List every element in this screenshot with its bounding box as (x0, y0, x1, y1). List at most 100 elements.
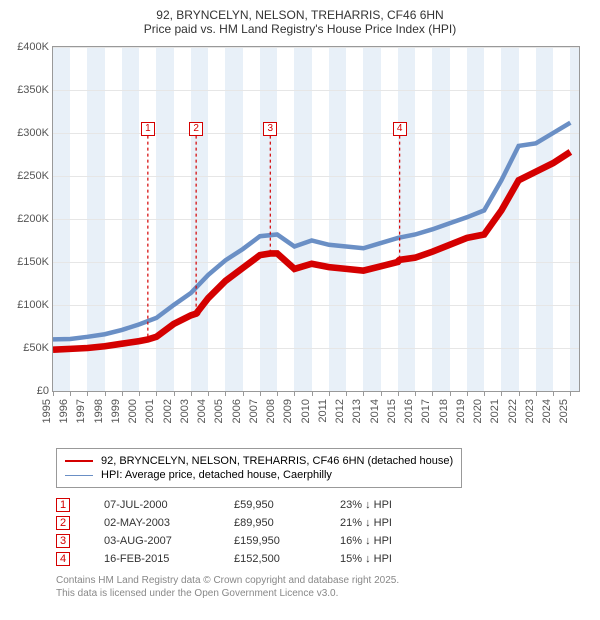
footer-note: Contains HM Land Registry data © Crown c… (56, 574, 588, 600)
sale-marker-dot (192, 311, 200, 317)
chart-area: 1 2 3 4 £0 £50K £100K £150K £200K £250K £300K £350… (12, 42, 588, 442)
y-tick-label: £300K (17, 127, 53, 139)
x-tick-mark (312, 391, 313, 396)
x-tick-mark (260, 391, 261, 396)
y-tick-label: £250K (17, 170, 53, 182)
x-tick-label: 2002 (161, 399, 173, 423)
legend-swatch-blue (65, 475, 93, 476)
sale-marker-dot (266, 251, 274, 257)
x-tick-mark (519, 391, 520, 396)
x-tick-mark (329, 391, 330, 396)
chart-container: 92, BRYNCELYN, NELSON, TREHARRIS, CF46 6… (0, 0, 600, 620)
x-tick-mark (191, 391, 192, 396)
plot-frame: 1234 £0£50K£100K£150K£200K£250K£300K£350… (52, 46, 580, 392)
sale-diff: 15% ↓ HPI (340, 553, 440, 565)
legend-row: 92, BRYNCELYN, NELSON, TREHARRIS, CF46 6… (65, 455, 453, 467)
x-tick-label: 2024 (541, 399, 553, 423)
title-subtitle: Price paid vs. HM Land Registry's House … (12, 22, 588, 36)
x-tick-mark (122, 391, 123, 396)
sale-diff: 16% ↓ HPI (340, 535, 440, 547)
x-tick-mark (294, 391, 295, 396)
sale-marker-box: 1 (56, 498, 70, 512)
x-tick-mark (174, 391, 175, 396)
x-tick-mark (53, 391, 54, 396)
x-tick-label: 2017 (420, 399, 432, 423)
x-tick-label: 2015 (386, 399, 398, 423)
title-block: 92, BRYNCELYN, NELSON, TREHARRIS, CF46 6… (12, 8, 588, 36)
x-tick-label: 2019 (455, 399, 467, 423)
x-tick-mark (570, 391, 571, 396)
x-tick-label: 1995 (41, 399, 53, 423)
sale-row: 4 16-FEB-2015 £152,500 15% ↓ HPI (56, 552, 588, 566)
legend-label: HPI: Average price, detached house, Caer… (101, 469, 332, 481)
x-tick-label: 2003 (179, 399, 191, 423)
sale-marker-box: 1 (141, 122, 155, 136)
legend-row: HPI: Average price, detached house, Caer… (65, 469, 453, 481)
sale-marker-dot (395, 257, 403, 263)
x-tick-label: 1998 (92, 399, 104, 423)
sale-date: 03-AUG-2007 (104, 535, 200, 547)
x-tick-label: 2021 (489, 399, 501, 423)
sale-date: 02-MAY-2003 (104, 517, 200, 529)
sale-price: £159,950 (234, 535, 306, 547)
x-tick-mark (415, 391, 416, 396)
sale-table: 1 07-JUL-2000 £59,950 23% ↓ HPI 2 02-MAY… (56, 498, 588, 566)
x-tick-mark (432, 391, 433, 396)
x-tick-label: 2023 (524, 399, 536, 423)
y-tick-label: £200K (17, 213, 53, 225)
sale-marker-dot (144, 337, 152, 343)
x-tick-label: 2006 (230, 399, 242, 423)
x-tick-label: 2009 (282, 399, 294, 423)
plot-inner: 1 2 3 4 (53, 47, 579, 391)
x-tick-mark (139, 391, 140, 396)
sale-row: 1 07-JUL-2000 £59,950 23% ↓ HPI (56, 498, 588, 512)
sale-date: 07-JUL-2000 (104, 499, 200, 511)
x-tick-label: 2025 (558, 399, 570, 423)
x-tick-label: 1997 (75, 399, 87, 423)
x-tick-mark (208, 391, 209, 396)
x-tick-mark (398, 391, 399, 396)
x-tick-label: 2005 (213, 399, 225, 423)
x-tick-label: 2000 (127, 399, 139, 423)
x-tick-mark (553, 391, 554, 396)
x-tick-mark (225, 391, 226, 396)
x-tick-mark (346, 391, 347, 396)
x-tick-label: 2011 (317, 399, 329, 423)
legend: 92, BRYNCELYN, NELSON, TREHARRIS, CF46 6… (56, 448, 462, 488)
x-tick-label: 2010 (299, 399, 311, 423)
y-tick-label: £0 (37, 385, 53, 397)
y-tick-label: £150K (17, 256, 53, 268)
x-tick-mark (363, 391, 364, 396)
x-tick-label: 2018 (437, 399, 449, 423)
sale-marker-box: 3 (263, 122, 277, 136)
sale-price: £89,950 (234, 517, 306, 529)
x-tick-label: 2001 (144, 399, 156, 423)
x-tick-mark (277, 391, 278, 396)
x-tick-label: 2007 (248, 399, 260, 423)
y-tick-label: £100K (17, 299, 53, 311)
x-tick-mark (484, 391, 485, 396)
x-tick-label: 1999 (110, 399, 122, 423)
x-tick-label: 2014 (368, 399, 380, 423)
x-tick-mark (381, 391, 382, 396)
y-tick-label: £50K (23, 342, 53, 354)
x-tick-label: 2016 (403, 399, 415, 423)
x-tick-label: 2022 (506, 399, 518, 423)
sale-diff: 23% ↓ HPI (340, 499, 440, 511)
x-tick-mark (450, 391, 451, 396)
x-tick-label: 1996 (58, 399, 70, 423)
footer-line1: Contains HM Land Registry data © Crown c… (56, 574, 588, 587)
hpi-line (53, 123, 570, 340)
y-tick-label: £350K (17, 84, 53, 96)
sale-marker-box: 2 (189, 122, 203, 136)
x-tick-mark (70, 391, 71, 396)
plot-svg (53, 47, 579, 391)
title-address: 92, BRYNCELYN, NELSON, TREHARRIS, CF46 6… (12, 8, 588, 22)
sale-marker-box: 4 (393, 122, 407, 136)
y-tick-label: £400K (17, 41, 53, 53)
sale-row: 2 02-MAY-2003 £89,950 21% ↓ HPI (56, 516, 588, 530)
x-tick-label: 2008 (265, 399, 277, 423)
x-tick-mark (536, 391, 537, 396)
x-tick-mark (501, 391, 502, 396)
x-tick-label: 2013 (351, 399, 363, 423)
